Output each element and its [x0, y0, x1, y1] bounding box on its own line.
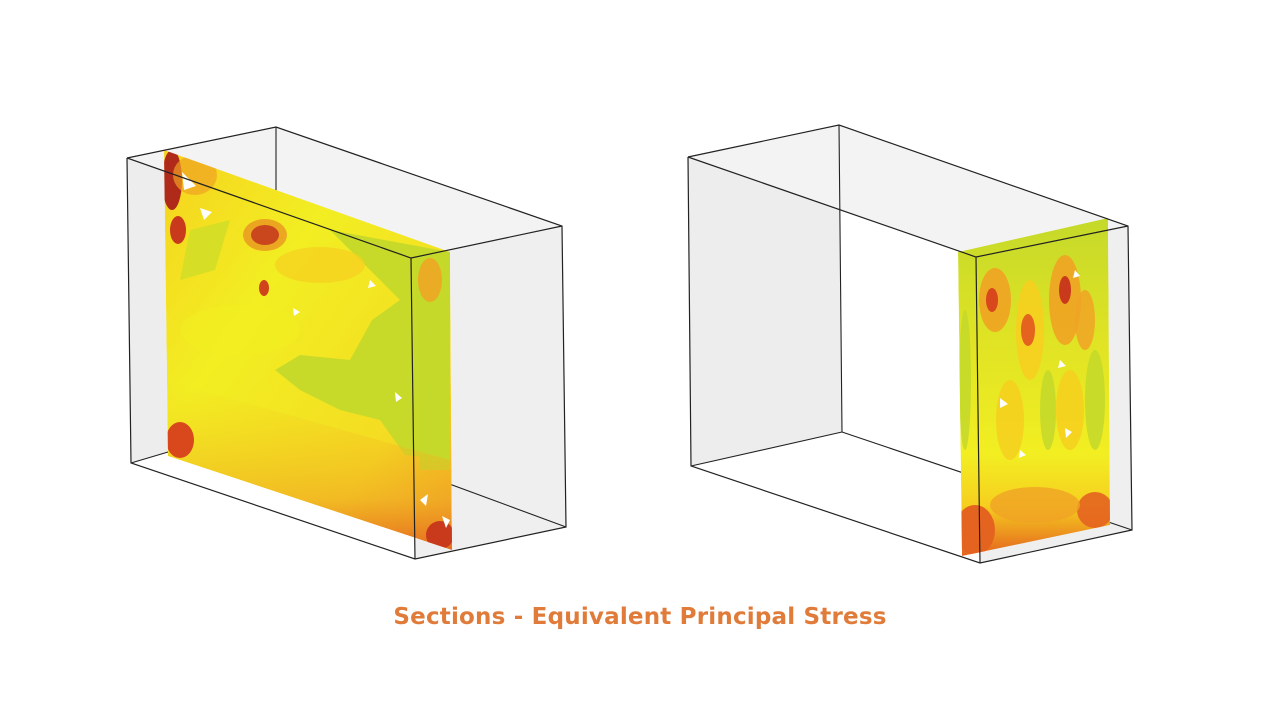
left-low-stress-zone: [275, 230, 450, 460]
left-low-stress-zone-2: [415, 250, 450, 470]
left-box-top-face: [127, 127, 562, 258]
left-low-stress-zone-3: [180, 220, 230, 280]
figure-caption: Sections - Equivalent Principal Stress: [393, 604, 887, 630]
left-box: [126, 126, 567, 560]
right-box-back-face: [688, 125, 842, 466]
right-stress-section: [958, 218, 1110, 556]
right-box: [687, 124, 1133, 564]
left-stress-section: [164, 150, 452, 550]
right-box-top-face: [688, 125, 1128, 257]
